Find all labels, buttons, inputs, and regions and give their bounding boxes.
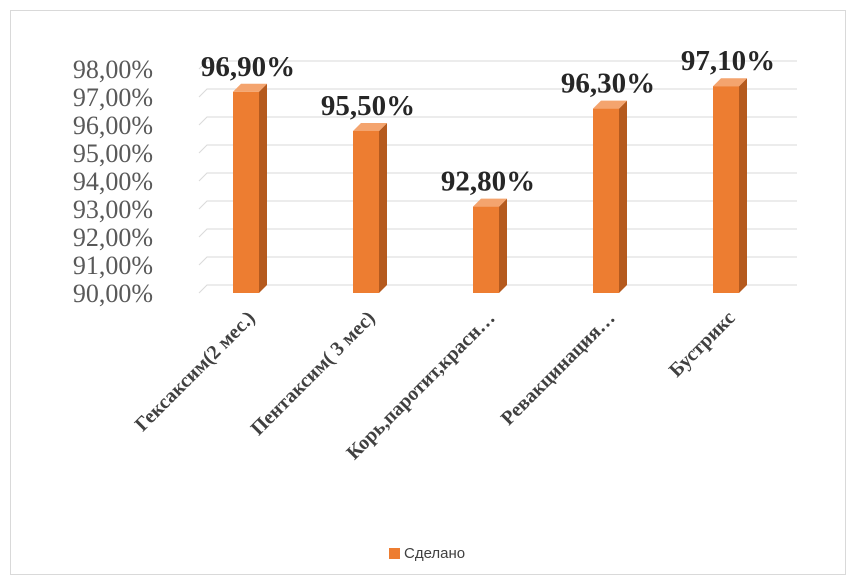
gridline — [198, 144, 797, 154]
legend-swatch — [389, 548, 400, 559]
bar-side — [499, 198, 507, 293]
y-tick-label: 98,00% — [73, 55, 153, 84]
bar — [593, 100, 627, 293]
y-tick-label: 91,00% — [73, 251, 153, 280]
bar — [713, 78, 747, 293]
chart-area: 90,00% 91,00% 92,00% 93,00% 94,00% 95,00% 96,0… — [10, 10, 846, 575]
data-label: 92,80% — [441, 166, 535, 198]
y-tick-label: 96,00% — [73, 111, 153, 140]
bar-top — [233, 83, 267, 92]
bar-side — [259, 83, 267, 293]
bar-chart: 90,00%91,00%92,00%93,00%94,00%95,00%96,0… — [73, 45, 797, 562]
bar-side — [379, 123, 387, 293]
bar-top — [353, 123, 387, 131]
bar-front — [353, 131, 379, 293]
bar — [473, 198, 507, 293]
gridline — [198, 60, 797, 70]
x-tick-label: Ревакцинация… — [497, 307, 620, 430]
legend-label: Сделано — [404, 545, 465, 562]
bar-top — [593, 100, 627, 109]
x-tick-label: Бустрикс — [665, 307, 740, 382]
y-tick-label: 95,00% — [73, 139, 153, 168]
bar — [353, 123, 387, 293]
bar-top — [713, 78, 747, 87]
y-tick-label: 90,00% — [73, 279, 153, 308]
bar — [233, 83, 267, 293]
bar-side — [739, 78, 747, 293]
bar-top — [473, 198, 507, 207]
bars — [233, 78, 747, 293]
x-tick-label: Пентаксим( 3 мес) — [247, 307, 380, 440]
gridline — [198, 88, 797, 98]
data-label: 96,90% — [201, 51, 295, 83]
bar-front — [233, 91, 259, 293]
x-axis-tick-labels: Гексаксим(2 мес.)Пентаксим( 3 мес)Корь,п… — [131, 307, 740, 464]
bar-front — [593, 108, 619, 293]
data-labels: 96,90% 95,50% 92,80% 96,30% 97,10% — [201, 45, 775, 197]
bar-side — [619, 100, 627, 293]
gridline — [198, 116, 797, 126]
legend: Сделано — [389, 545, 465, 562]
gridlines — [198, 60, 797, 294]
x-tick-label: Гексаксим(2 мес.) — [131, 307, 260, 436]
data-label: 95,50% — [321, 90, 415, 122]
data-label: 96,30% — [561, 68, 655, 100]
bar-front — [713, 86, 739, 293]
data-label: 97,10% — [681, 45, 775, 77]
y-tick-label: 97,00% — [73, 83, 153, 112]
y-tick-label: 92,00% — [73, 223, 153, 252]
y-tick-label: 94,00% — [73, 167, 153, 196]
y-tick-label: 93,00% — [73, 195, 153, 224]
bar-front — [473, 206, 499, 293]
y-axis-tick-labels: 90,00%91,00%92,00%93,00%94,00%95,00%96,0… — [73, 55, 153, 308]
